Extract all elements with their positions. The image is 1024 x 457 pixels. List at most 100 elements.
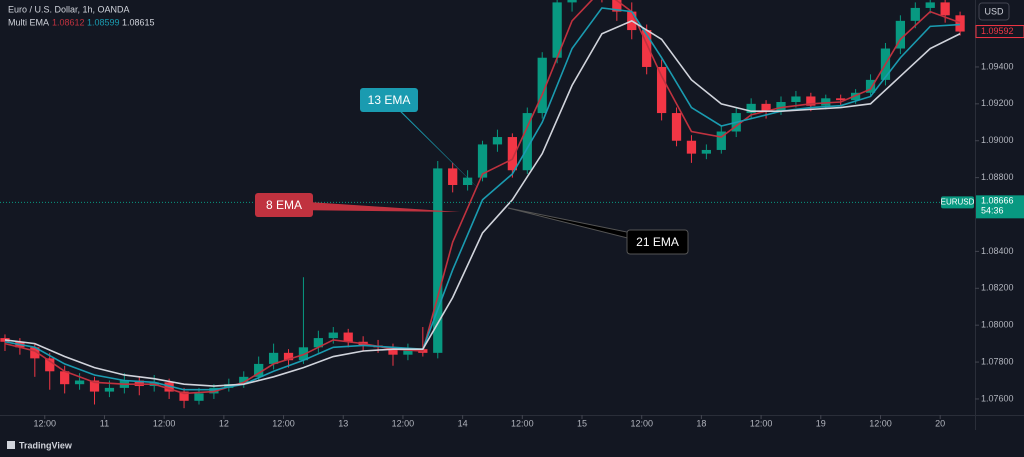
candle-body: [45, 358, 55, 372]
brand: TradingView: [7, 440, 73, 450]
candle-body: [134, 380, 144, 387]
brand-logo: [7, 441, 15, 449]
x-tick-label: 12:00: [272, 418, 295, 428]
countdown-label: 54:36: [981, 206, 1004, 216]
callout-box: [255, 193, 313, 217]
x-tick-label: 12: [219, 418, 229, 428]
candle-body: [821, 98, 831, 106]
candle-body: [433, 168, 443, 353]
candle-body: [865, 79, 876, 93]
candle-body: [209, 387, 219, 394]
y-tick-label: 1.08000: [981, 320, 1014, 330]
ema-line: [4, 19, 961, 387]
last-price-badge: [975, 25, 1024, 39]
x-tick-label: 12:00: [869, 418, 892, 428]
candle-body: [448, 168, 458, 185]
candle-body: [268, 352, 279, 364]
candle-body: [60, 371, 70, 385]
candle-body: [104, 387, 115, 392]
candle-body: [254, 363, 264, 377]
ema-line: [4, 0, 961, 395]
candle-body: [537, 57, 547, 114]
y-tick-label: 1.09200: [981, 98, 1014, 108]
candle-body: [194, 393, 204, 401]
x-tick-label: 18: [696, 418, 706, 428]
candle-body: [746, 103, 756, 114]
candle-body: [836, 98, 846, 101]
callout-label: 8 EMA: [266, 198, 302, 212]
y-tick-label: 1.09400: [981, 61, 1014, 71]
y-tick-label: 1.08400: [981, 246, 1014, 256]
ema-line: [4, 7, 961, 391]
currency-label: USD: [984, 6, 1004, 16]
candle-body: [567, 0, 577, 3]
currency-button[interactable]: [978, 2, 1010, 21]
candle-body: [791, 96, 801, 102]
brand-name: TradingView: [19, 440, 73, 450]
candle-body: [776, 101, 786, 112]
candle-body: [910, 7, 920, 21]
candle-body: [239, 376, 249, 385]
candle-body: [298, 347, 309, 361]
x-tick-label: 12:00: [511, 418, 534, 428]
candle-body: [492, 137, 503, 145]
price-label: 1.08666: [981, 196, 1014, 206]
candle-body: [74, 380, 85, 385]
candle-body: [701, 149, 712, 154]
candle-body: [940, 2, 950, 16]
price-badge: [976, 195, 1024, 219]
y-tick-label: 1.08800: [981, 172, 1014, 182]
candle-body: [761, 103, 771, 112]
last-price-label: 1.09592: [981, 26, 1014, 36]
candle-body: [30, 347, 40, 359]
candle-body: [955, 15, 965, 32]
candle-body: [925, 2, 935, 8]
candle-body: [642, 30, 652, 67]
candle-body: [716, 131, 726, 150]
x-tick-label: 19: [816, 418, 826, 428]
candle-body: [283, 352, 294, 361]
axes: 1.07600 1.07800 1.08000 1.08200 1.08400 1.088…: [34, 25, 1024, 428]
callout-pointer: [278, 200, 460, 212]
candle-body: [403, 349, 413, 355]
candle-body: [388, 347, 398, 355]
legend-value: 1.08612: [52, 17, 85, 27]
annotations: 8 EMA 13 EMA 21 EMA: [255, 88, 689, 255]
callout-box: [626, 229, 689, 255]
x-tick-label: 14: [458, 418, 468, 428]
candle-body: [224, 384, 234, 388]
x-tick-label: 12:00: [153, 418, 176, 428]
x-tick-label: 12:00: [392, 418, 415, 428]
candle-body: [850, 92, 861, 101]
legend-value: 1.08599: [87, 17, 120, 27]
x-tick-label: 13: [338, 418, 348, 428]
candle-body: [522, 113, 532, 171]
candle-body: [686, 140, 697, 154]
candle-body: [179, 391, 189, 401]
candle-body: [343, 332, 353, 342]
x-tick-label: 12:00: [34, 418, 57, 428]
y-tick-label: 1.09000: [981, 135, 1014, 145]
indicator-name: Multi EMA: [8, 17, 49, 27]
candle-body: [164, 382, 174, 392]
ticker-badge: [941, 196, 974, 209]
candle-body: [671, 113, 682, 141]
candle-body: [328, 332, 338, 339]
callout-pointer: [383, 95, 483, 193]
x-tick-label: 20: [935, 418, 945, 428]
x-tick-label: 11: [100, 418, 109, 428]
candle-body: [612, 0, 622, 12]
candle-body: [895, 20, 906, 49]
candle-body: [462, 177, 473, 185]
x-tick-label: 12:00: [750, 418, 773, 428]
ticker-label: EURUSD: [941, 197, 975, 206]
callout-label: 21 EMA: [636, 235, 679, 249]
candle-body: [806, 96, 816, 106]
candle-body: [313, 338, 323, 348]
candle-body: [656, 66, 667, 114]
legend-value: 1.08615: [122, 17, 155, 27]
plot-area: [0, 0, 975, 409]
y-tick-label: 1.07800: [981, 356, 1014, 366]
